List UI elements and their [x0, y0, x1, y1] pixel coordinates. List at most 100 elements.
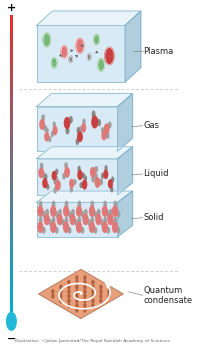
Bar — [10, 172, 13, 174]
Circle shape — [53, 121, 56, 128]
Circle shape — [103, 201, 107, 208]
Bar — [10, 95, 13, 96]
Circle shape — [94, 34, 99, 45]
Circle shape — [108, 295, 110, 298]
Circle shape — [84, 290, 86, 293]
Bar — [10, 77, 13, 78]
Bar — [10, 187, 13, 188]
Bar — [10, 74, 13, 76]
Circle shape — [77, 127, 80, 134]
Bar — [10, 211, 13, 212]
Bar — [10, 135, 13, 137]
Bar — [10, 148, 13, 150]
Bar — [10, 129, 13, 131]
Bar — [10, 253, 13, 255]
Bar — [10, 218, 13, 219]
Bar — [10, 166, 13, 168]
Bar — [10, 143, 13, 145]
Bar — [10, 19, 13, 21]
Bar — [10, 263, 13, 265]
Bar — [10, 202, 13, 203]
Bar — [10, 157, 13, 159]
Bar — [10, 160, 13, 162]
Circle shape — [112, 221, 118, 233]
Bar — [10, 35, 13, 37]
Circle shape — [69, 116, 73, 124]
Bar — [10, 232, 13, 234]
Circle shape — [101, 173, 104, 179]
Circle shape — [98, 59, 104, 71]
Bar — [10, 120, 13, 122]
Circle shape — [52, 290, 54, 293]
Circle shape — [95, 177, 100, 188]
Circle shape — [95, 214, 102, 225]
Bar — [10, 260, 13, 262]
Bar — [10, 247, 13, 249]
Bar — [10, 267, 13, 269]
Bar — [10, 294, 13, 296]
Bar — [10, 152, 13, 154]
Bar — [10, 169, 13, 171]
Bar — [10, 33, 13, 35]
Circle shape — [60, 285, 62, 289]
Circle shape — [78, 201, 81, 208]
Circle shape — [42, 211, 46, 218]
Bar — [10, 76, 13, 77]
Circle shape — [71, 209, 75, 216]
Bar — [10, 110, 13, 112]
Bar — [10, 150, 13, 152]
Circle shape — [7, 312, 16, 330]
Bar — [10, 43, 13, 45]
Circle shape — [97, 209, 101, 216]
Bar — [10, 87, 13, 88]
Bar — [10, 285, 13, 287]
Circle shape — [37, 205, 43, 217]
Bar — [10, 265, 13, 267]
Bar — [10, 266, 13, 268]
Bar — [10, 96, 13, 97]
Circle shape — [103, 169, 108, 179]
Bar — [10, 183, 13, 185]
Bar — [10, 222, 13, 224]
Circle shape — [73, 179, 77, 185]
Bar — [37, 202, 118, 237]
Bar — [10, 296, 13, 298]
Bar — [10, 206, 13, 208]
Bar — [10, 91, 13, 92]
Bar — [10, 175, 13, 177]
Circle shape — [89, 221, 95, 233]
Bar — [10, 287, 13, 289]
Bar — [10, 252, 13, 254]
Circle shape — [112, 205, 118, 217]
Bar — [10, 56, 13, 58]
Circle shape — [104, 165, 108, 171]
Circle shape — [107, 214, 114, 225]
Bar — [10, 93, 13, 94]
Circle shape — [39, 217, 43, 223]
Bar — [10, 75, 13, 76]
Bar — [10, 162, 13, 164]
Bar — [10, 62, 13, 64]
Bar — [10, 298, 13, 299]
Bar — [10, 52, 13, 54]
Bar — [10, 177, 13, 179]
Bar — [10, 236, 13, 238]
Bar — [10, 72, 13, 74]
Circle shape — [41, 114, 45, 121]
Bar — [10, 18, 13, 20]
Bar — [10, 144, 13, 146]
Bar — [10, 237, 13, 239]
Circle shape — [57, 214, 63, 225]
Bar — [10, 137, 13, 139]
Circle shape — [112, 219, 116, 226]
Bar — [10, 280, 13, 282]
Bar — [10, 255, 13, 257]
Circle shape — [52, 217, 55, 223]
Bar — [10, 163, 13, 165]
Circle shape — [100, 299, 102, 303]
Circle shape — [84, 308, 86, 312]
Bar — [10, 257, 13, 259]
Circle shape — [39, 119, 45, 130]
Circle shape — [63, 221, 69, 233]
Bar — [10, 147, 13, 149]
